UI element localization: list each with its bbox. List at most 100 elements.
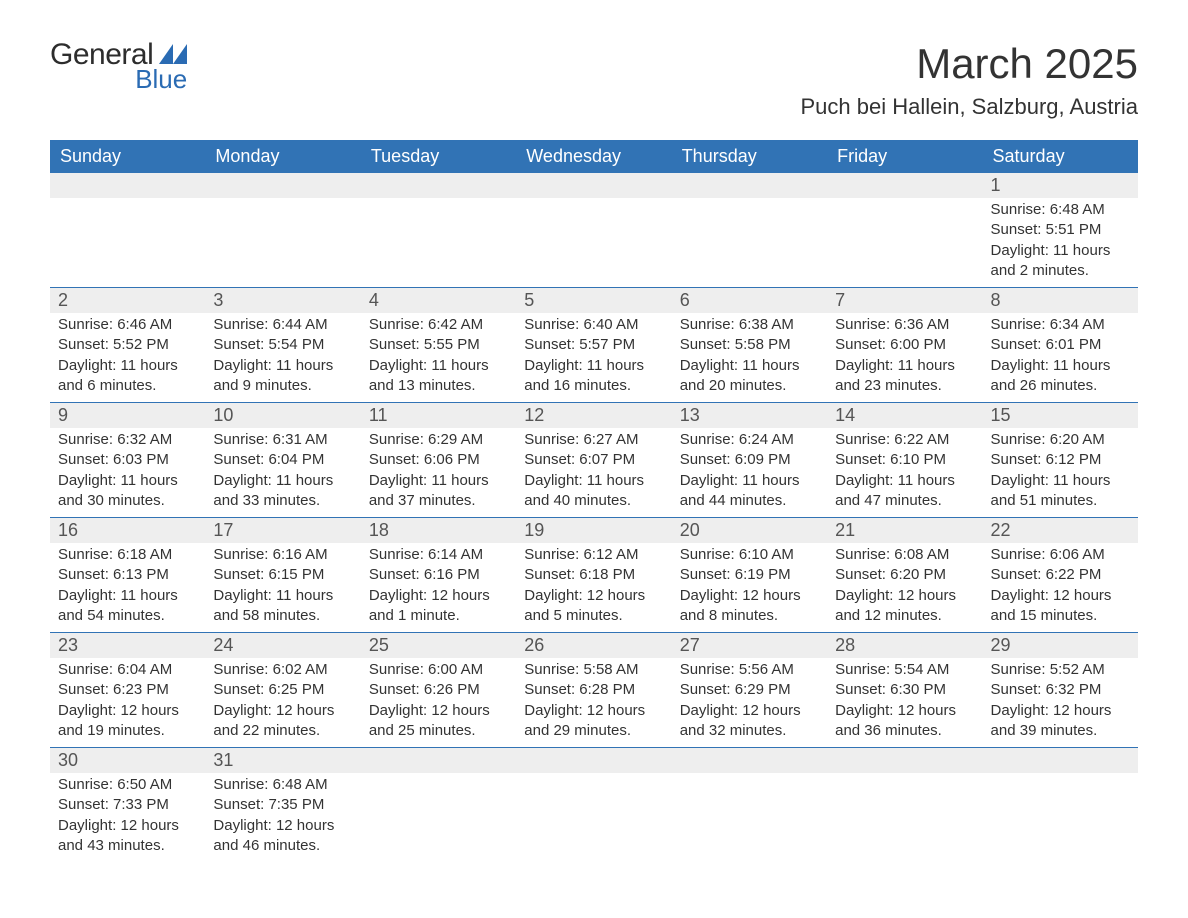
- daylight-text: Daylight: 11 hours and 16 minutes.: [524, 356, 663, 397]
- daylight-text: Daylight: 11 hours and 20 minutes.: [680, 356, 819, 397]
- calendar-week-row: 2Sunrise: 6:46 AMSunset: 5:52 PMDaylight…: [50, 288, 1138, 403]
- sunset-text: Sunset: 6:20 PM: [835, 565, 974, 585]
- title-block: March 2025 Puch bei Hallein, Salzburg, A…: [800, 40, 1138, 120]
- sunset-text: Sunset: 6:30 PM: [835, 680, 974, 700]
- sunset-text: Sunset: 6:25 PM: [213, 680, 352, 700]
- sunrise-text: Sunrise: 6:27 AM: [524, 430, 663, 450]
- day-number: [672, 173, 827, 198]
- daylight-text: Daylight: 11 hours and 26 minutes.: [991, 356, 1130, 397]
- calendar-table: SundayMondayTuesdayWednesdayThursdayFrid…: [50, 140, 1138, 862]
- calendar-cell: 22Sunrise: 6:06 AMSunset: 6:22 PMDayligh…: [983, 518, 1138, 633]
- weekday-header: Wednesday: [516, 140, 671, 173]
- calendar-cell: [827, 748, 982, 863]
- sunrise-text: Sunrise: 6:06 AM: [991, 545, 1130, 565]
- sunrise-text: Sunrise: 6:40 AM: [524, 315, 663, 335]
- weekday-header: Sunday: [50, 140, 205, 173]
- day-content: Sunrise: 6:29 AMSunset: 6:06 PMDaylight:…: [361, 428, 516, 517]
- sunrise-text: Sunrise: 6:22 AM: [835, 430, 974, 450]
- day-content: Sunrise: 5:52 AMSunset: 6:32 PMDaylight:…: [983, 658, 1138, 747]
- sunrise-text: Sunrise: 5:56 AM: [680, 660, 819, 680]
- calendar-cell: 23Sunrise: 6:04 AMSunset: 6:23 PMDayligh…: [50, 633, 205, 748]
- day-number: 2: [50, 288, 205, 313]
- document-header: General Blue March 2025 Puch bei Hallein…: [50, 40, 1138, 120]
- sunrise-text: Sunrise: 6:24 AM: [680, 430, 819, 450]
- day-number: 18: [361, 518, 516, 543]
- daylight-text: Daylight: 11 hours and 33 minutes.: [213, 471, 352, 512]
- sunrise-text: Sunrise: 6:04 AM: [58, 660, 197, 680]
- daylight-text: Daylight: 12 hours and 15 minutes.: [991, 586, 1130, 627]
- calendar-cell: 29Sunrise: 5:52 AMSunset: 6:32 PMDayligh…: [983, 633, 1138, 748]
- calendar-cell: 15Sunrise: 6:20 AMSunset: 6:12 PMDayligh…: [983, 403, 1138, 518]
- calendar-cell: 10Sunrise: 6:31 AMSunset: 6:04 PMDayligh…: [205, 403, 360, 518]
- day-number: [516, 748, 671, 773]
- day-number: 3: [205, 288, 360, 313]
- daylight-text: Daylight: 11 hours and 51 minutes.: [991, 471, 1130, 512]
- weekday-header: Tuesday: [361, 140, 516, 173]
- sunset-text: Sunset: 6:03 PM: [58, 450, 197, 470]
- sunset-text: Sunset: 5:55 PM: [369, 335, 508, 355]
- day-content: Sunrise: 5:58 AMSunset: 6:28 PMDaylight:…: [516, 658, 671, 747]
- calendar-cell: 12Sunrise: 6:27 AMSunset: 6:07 PMDayligh…: [516, 403, 671, 518]
- calendar-cell: 18Sunrise: 6:14 AMSunset: 6:16 PMDayligh…: [361, 518, 516, 633]
- calendar-cell: [827, 173, 982, 288]
- calendar-cell: 11Sunrise: 6:29 AMSunset: 6:06 PMDayligh…: [361, 403, 516, 518]
- daylight-text: Daylight: 12 hours and 22 minutes.: [213, 701, 352, 742]
- weekday-header: Friday: [827, 140, 982, 173]
- day-number: 20: [672, 518, 827, 543]
- day-number: 12: [516, 403, 671, 428]
- daylight-text: Daylight: 12 hours and 46 minutes.: [213, 816, 352, 857]
- daylight-text: Daylight: 11 hours and 6 minutes.: [58, 356, 197, 397]
- daylight-text: Daylight: 12 hours and 39 minutes.: [991, 701, 1130, 742]
- daylight-text: Daylight: 12 hours and 29 minutes.: [524, 701, 663, 742]
- weekday-header: Monday: [205, 140, 360, 173]
- day-number: [983, 748, 1138, 773]
- day-content: Sunrise: 6:14 AMSunset: 6:16 PMDaylight:…: [361, 543, 516, 632]
- day-number: 6: [672, 288, 827, 313]
- calendar-cell: [50, 173, 205, 288]
- day-content: Sunrise: 6:20 AMSunset: 6:12 PMDaylight:…: [983, 428, 1138, 517]
- sunset-text: Sunset: 6:32 PM: [991, 680, 1130, 700]
- day-content: Sunrise: 6:18 AMSunset: 6:13 PMDaylight:…: [50, 543, 205, 632]
- sunrise-text: Sunrise: 6:31 AM: [213, 430, 352, 450]
- calendar-cell: 21Sunrise: 6:08 AMSunset: 6:20 PMDayligh…: [827, 518, 982, 633]
- sunset-text: Sunset: 6:12 PM: [991, 450, 1130, 470]
- sunset-text: Sunset: 7:33 PM: [58, 795, 197, 815]
- day-content: Sunrise: 6:36 AMSunset: 6:00 PMDaylight:…: [827, 313, 982, 402]
- calendar-cell: 27Sunrise: 5:56 AMSunset: 6:29 PMDayligh…: [672, 633, 827, 748]
- day-number: 16: [50, 518, 205, 543]
- calendar-cell: 17Sunrise: 6:16 AMSunset: 6:15 PMDayligh…: [205, 518, 360, 633]
- calendar-cell: [516, 748, 671, 863]
- day-number: [827, 173, 982, 198]
- daylight-text: Daylight: 12 hours and 8 minutes.: [680, 586, 819, 627]
- calendar-cell: 4Sunrise: 6:42 AMSunset: 5:55 PMDaylight…: [361, 288, 516, 403]
- sunset-text: Sunset: 6:04 PM: [213, 450, 352, 470]
- calendar-cell: 31Sunrise: 6:48 AMSunset: 7:35 PMDayligh…: [205, 748, 360, 863]
- calendar-cell: [361, 173, 516, 288]
- calendar-cell: 30Sunrise: 6:50 AMSunset: 7:33 PMDayligh…: [50, 748, 205, 863]
- sunset-text: Sunset: 5:52 PM: [58, 335, 197, 355]
- calendar-cell: 9Sunrise: 6:32 AMSunset: 6:03 PMDaylight…: [50, 403, 205, 518]
- day-number: 14: [827, 403, 982, 428]
- day-number: 21: [827, 518, 982, 543]
- day-number: 7: [827, 288, 982, 313]
- day-number: 1: [983, 173, 1138, 198]
- logo: General Blue: [50, 40, 187, 92]
- day-content: Sunrise: 6:50 AMSunset: 7:33 PMDaylight:…: [50, 773, 205, 862]
- sunrise-text: Sunrise: 6:36 AM: [835, 315, 974, 335]
- calendar-cell: 3Sunrise: 6:44 AMSunset: 5:54 PMDaylight…: [205, 288, 360, 403]
- day-number: 8: [983, 288, 1138, 313]
- sunset-text: Sunset: 6:10 PM: [835, 450, 974, 470]
- sunset-text: Sunset: 6:22 PM: [991, 565, 1130, 585]
- calendar-cell: 16Sunrise: 6:18 AMSunset: 6:13 PMDayligh…: [50, 518, 205, 633]
- calendar-cell: 28Sunrise: 5:54 AMSunset: 6:30 PMDayligh…: [827, 633, 982, 748]
- sunrise-text: Sunrise: 6:34 AM: [991, 315, 1130, 335]
- calendar-cell: 5Sunrise: 6:40 AMSunset: 5:57 PMDaylight…: [516, 288, 671, 403]
- sunrise-text: Sunrise: 6:29 AM: [369, 430, 508, 450]
- day-number: [672, 748, 827, 773]
- day-content: Sunrise: 6:16 AMSunset: 6:15 PMDaylight:…: [205, 543, 360, 632]
- sunset-text: Sunset: 6:01 PM: [991, 335, 1130, 355]
- day-content: Sunrise: 6:27 AMSunset: 6:07 PMDaylight:…: [516, 428, 671, 517]
- sunrise-text: Sunrise: 6:46 AM: [58, 315, 197, 335]
- daylight-text: Daylight: 12 hours and 19 minutes.: [58, 701, 197, 742]
- calendar-cell: [672, 173, 827, 288]
